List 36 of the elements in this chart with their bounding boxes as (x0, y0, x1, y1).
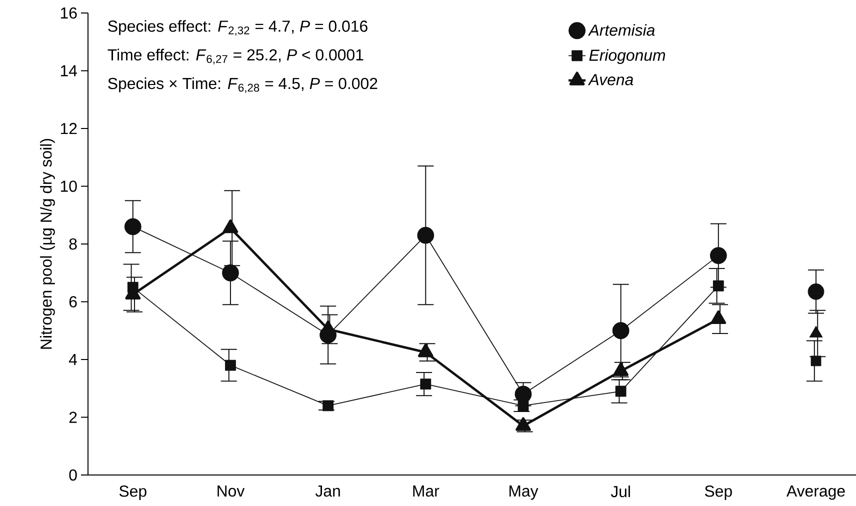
annotation: Species × Time: F$_{6,28}$ = 4.5, P = 0.002 (108, 77, 378, 93)
annotation: Time effect: F$_{6,27}$ = 25.2, P < 0.0001 (108, 48, 364, 64)
y-tick-label: 10 (60, 180, 77, 192)
point (222, 264, 239, 282)
x-tick-label: Jul (610, 486, 630, 498)
y-tick-label: 12 (60, 122, 77, 134)
point (710, 247, 727, 264)
point (417, 226, 434, 244)
legend-label: Artemisia (588, 24, 655, 36)
x-tick-label: Nov (218, 486, 245, 497)
y-tick-label: 16 (60, 7, 77, 19)
x-tick-label: Sep (119, 486, 146, 500)
point (514, 386, 532, 403)
x-tick-label: Mar (413, 486, 440, 497)
point (612, 322, 630, 340)
point (712, 280, 724, 292)
y-tick-label: 2 (69, 412, 77, 423)
x-tick-label: May (509, 486, 538, 500)
annotation: Species effect: F$_{2,32}$ = 4.7, P = 0.016 (108, 20, 368, 36)
point (518, 400, 529, 412)
point (615, 386, 626, 397)
point (124, 218, 142, 236)
y-axis-title: Nitrogen pool (µg N/g dry soil) (40, 139, 55, 349)
y-tick-label: 14 (60, 65, 78, 76)
legend-label: Eriogonum (589, 49, 666, 64)
legend-label: Avena (588, 74, 634, 86)
point (225, 360, 236, 371)
x-tick-label: Sep (704, 486, 732, 500)
y-tick-label: 8 (69, 238, 77, 250)
x-tick-label: Average (786, 486, 845, 500)
y-tick-label: 4 (68, 354, 78, 365)
point (420, 378, 432, 390)
point (322, 400, 334, 412)
x-tick-label: Jan (315, 486, 340, 497)
y-tick-label: 6 (69, 296, 77, 308)
y-tick-label: 0 (69, 469, 77, 481)
